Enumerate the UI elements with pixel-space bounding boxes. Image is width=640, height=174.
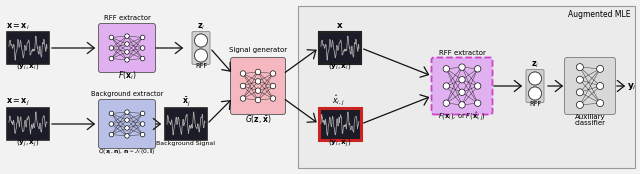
Circle shape	[529, 87, 541, 100]
Circle shape	[577, 101, 584, 108]
Circle shape	[195, 34, 207, 47]
Text: RFF: RFF	[195, 63, 207, 69]
Circle shape	[109, 111, 114, 116]
Circle shape	[443, 100, 449, 106]
Circle shape	[125, 110, 129, 114]
Text: Background extractor: Background extractor	[91, 91, 163, 97]
Text: $\bar{\mathbf{x}}_j$: $\bar{\mathbf{x}}_j$	[182, 96, 190, 109]
FancyBboxPatch shape	[99, 23, 156, 73]
FancyBboxPatch shape	[564, 57, 616, 114]
Circle shape	[109, 122, 114, 126]
Circle shape	[140, 56, 145, 61]
Circle shape	[255, 88, 260, 93]
Circle shape	[596, 82, 604, 89]
FancyBboxPatch shape	[526, 69, 544, 102]
Circle shape	[577, 64, 584, 71]
FancyBboxPatch shape	[298, 6, 635, 168]
Circle shape	[577, 76, 584, 83]
Circle shape	[195, 49, 207, 62]
Circle shape	[195, 49, 207, 62]
Circle shape	[240, 71, 246, 76]
Circle shape	[109, 56, 114, 61]
Circle shape	[140, 122, 145, 126]
Text: $G(\mathbf{z}, \bar{\mathbf{x}})$: $G(\mathbf{z}, \bar{\mathbf{x}})$	[244, 113, 271, 125]
Circle shape	[443, 66, 449, 72]
Circle shape	[140, 111, 145, 116]
FancyBboxPatch shape	[431, 57, 493, 114]
Circle shape	[529, 72, 541, 85]
Circle shape	[459, 77, 465, 83]
Text: $F(\mathbf{x}_i)$, or $F(\hat{\mathbf{x}}_{i,j})$: $F(\mathbf{x}_i)$, or $F(\hat{\mathbf{x}…	[438, 110, 486, 123]
Text: $\hat{x}_{i,j}$: $\hat{x}_{i,j}$	[332, 94, 344, 109]
Text: $\mathbf{z}_i$: $\mathbf{z}_i$	[531, 59, 539, 69]
Circle shape	[529, 72, 541, 85]
Circle shape	[125, 34, 129, 38]
Circle shape	[109, 132, 114, 137]
Circle shape	[255, 79, 260, 84]
Circle shape	[459, 64, 465, 70]
FancyBboxPatch shape	[7, 108, 49, 140]
FancyBboxPatch shape	[165, 108, 207, 140]
Circle shape	[125, 118, 129, 122]
Circle shape	[109, 35, 114, 40]
Circle shape	[125, 126, 129, 130]
Circle shape	[474, 100, 481, 106]
Circle shape	[125, 42, 129, 46]
Text: Auxiliary: Auxiliary	[575, 114, 605, 120]
FancyBboxPatch shape	[7, 32, 49, 64]
FancyBboxPatch shape	[230, 57, 285, 114]
Text: Augmented MLE: Augmented MLE	[568, 10, 631, 19]
Circle shape	[125, 50, 129, 54]
Circle shape	[255, 97, 260, 103]
Circle shape	[255, 69, 260, 75]
Circle shape	[140, 35, 145, 40]
Text: RFF extractor: RFF extractor	[438, 50, 485, 56]
Circle shape	[140, 46, 145, 50]
Circle shape	[474, 83, 481, 89]
Circle shape	[125, 134, 129, 138]
Text: Background Signal: Background Signal	[157, 141, 216, 146]
Circle shape	[529, 87, 541, 100]
Text: $(\mathbf{y}_i, \bar{\mathbf{x}}_i)$: $(\mathbf{y}_i, \bar{\mathbf{x}}_i)$	[328, 62, 352, 73]
Text: $\mathbf{x}$: $\mathbf{x}$	[336, 21, 344, 30]
Circle shape	[195, 34, 207, 47]
Text: $Q(\mathbf{x}_j, \mathbf{n}), \mathbf{n} \sim \mathcal{N}(0, \mathbf{I})$: $Q(\mathbf{x}_j, \mathbf{n}), \mathbf{n}…	[98, 147, 156, 158]
Circle shape	[270, 71, 276, 76]
Circle shape	[270, 83, 276, 89]
Circle shape	[577, 89, 584, 96]
Text: $(\mathbf{y}_j, \bar{\mathbf{x}}_j)$: $(\mathbf{y}_j, \bar{\mathbf{x}}_j)$	[16, 137, 40, 149]
Circle shape	[596, 65, 604, 72]
Text: classifier: classifier	[575, 120, 605, 126]
Text: $\mathbf{x} = \mathbf{x}_j$: $\mathbf{x} = \mathbf{x}_j$	[6, 97, 30, 109]
Circle shape	[459, 89, 465, 96]
Text: $\mathbf{x} = \mathbf{x}_i$: $\mathbf{x} = \mathbf{x}_i$	[6, 21, 29, 31]
Text: RFF extractor: RFF extractor	[104, 15, 150, 21]
Text: $(\mathbf{y}_i, \bar{\mathbf{x}}_j)$: $(\mathbf{y}_i, \bar{\mathbf{x}}_j)$	[328, 137, 352, 149]
Circle shape	[443, 83, 449, 89]
Circle shape	[240, 96, 246, 101]
Text: $\mathbf{y}_i$: $\mathbf{y}_i$	[627, 81, 637, 92]
Circle shape	[140, 132, 145, 137]
Text: $\mathbf{z}_i$: $\mathbf{z}_i$	[197, 21, 205, 31]
FancyBboxPatch shape	[319, 32, 361, 64]
Circle shape	[270, 96, 276, 101]
Circle shape	[474, 66, 481, 72]
FancyBboxPatch shape	[99, 100, 156, 148]
Circle shape	[109, 46, 114, 50]
FancyBboxPatch shape	[192, 31, 210, 65]
Circle shape	[125, 58, 129, 62]
Text: $F(\mathbf{x}_i)$: $F(\mathbf{x}_i)$	[118, 69, 136, 81]
FancyBboxPatch shape	[319, 108, 361, 140]
Text: $(\mathbf{y}_i, \bar{\mathbf{x}}_i)$: $(\mathbf{y}_i, \bar{\mathbf{x}}_i)$	[16, 62, 40, 73]
Circle shape	[596, 100, 604, 107]
Text: Signal generator: Signal generator	[229, 47, 287, 53]
Circle shape	[459, 102, 465, 108]
Circle shape	[240, 83, 246, 89]
Text: RFF: RFF	[529, 101, 541, 107]
